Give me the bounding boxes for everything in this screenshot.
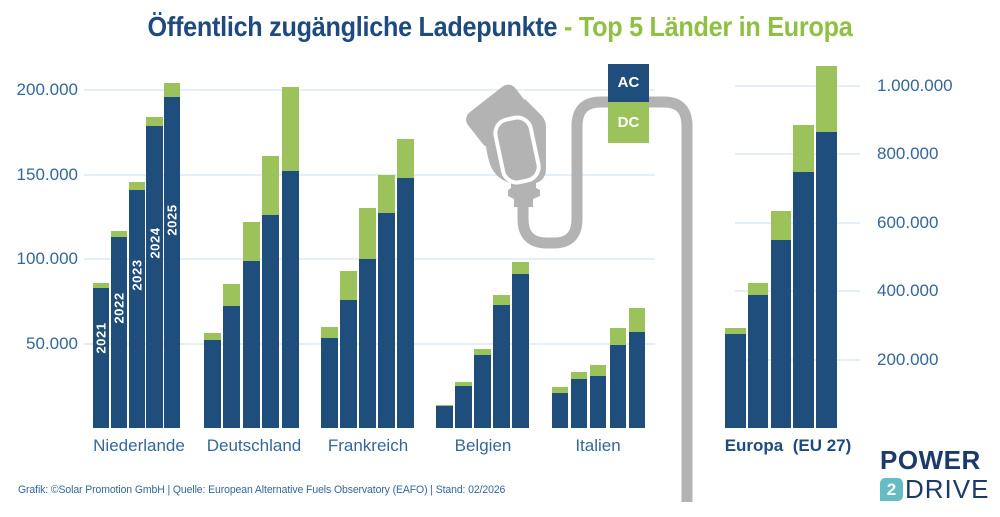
bar-year-label: 2025 (164, 204, 180, 236)
x-axis-group-label: Niederlande (93, 436, 185, 455)
bar-segment-dc (223, 284, 241, 307)
legend-dc-label: DC (608, 102, 649, 143)
bar-segment-dc (770, 210, 792, 240)
bar-segment-ac (436, 406, 453, 428)
bar-segment-dc (512, 262, 529, 275)
bar-segment-ac (262, 215, 280, 428)
bar-segment-ac (571, 379, 588, 428)
bar-segment-ac (110, 237, 127, 428)
bar-segment-ac (793, 171, 814, 428)
bar-segment-dc (747, 283, 769, 295)
y-axis-tick-left: 50.000 (26, 333, 78, 353)
bar-segment-dc (628, 308, 645, 332)
bar-segment-ac (93, 287, 110, 428)
title-main: Öffentlich zugängliche Ladepunkte (147, 11, 558, 42)
x-axis-group-label: Italien (575, 436, 621, 455)
bar-segment-ac (146, 125, 163, 428)
charging-plug-icon (466, 84, 546, 207)
bar-year-label: 2023 (129, 259, 145, 291)
x-axis-group-label: Frankreich (327, 436, 409, 455)
bar-segment-dc (321, 326, 338, 339)
bar-segment-dc (397, 139, 414, 178)
bar-segment-ac (223, 306, 241, 428)
bar-segment-dc (281, 86, 299, 172)
bar-segment-ac (474, 355, 491, 428)
bar-segment-dc (204, 333, 221, 341)
footer-credit: Grafik: ©Solar Promotion GmbH | Quelle: … (18, 484, 506, 496)
legend-ac-label: AC (608, 64, 649, 102)
bar-segment-ac (397, 177, 414, 428)
x-axis-group-label: Europa (EU 27) (724, 436, 852, 455)
bar-segment-dc (110, 231, 127, 237)
bar-segment-dc (552, 387, 568, 393)
bar-segment-ac (164, 96, 181, 428)
bar-segment-ac (552, 392, 568, 428)
bar-segment-dc (609, 327, 626, 346)
bar-segment-ac (204, 340, 221, 428)
bar-segment-ac (128, 189, 145, 428)
bar-segment-ac (747, 294, 769, 428)
y-axis-tick-right: 400.000 (877, 281, 939, 301)
bar-segment-dc (493, 295, 510, 305)
bar-segment-dc (725, 327, 746, 334)
y-axis-tick-left: 150.000 (16, 164, 78, 184)
power2drive-logo: POWER 2 DRIVE (880, 447, 989, 502)
charging-cable (517, 96, 693, 502)
bar-segment-dc (793, 125, 814, 172)
bar-year-label: 2024 (147, 227, 162, 259)
y-axis-tick-left: 200.000 (16, 80, 78, 99)
logo-word-power: POWER (880, 445, 981, 475)
bar-segment-ac (340, 299, 357, 428)
bar-segment-dc (164, 83, 181, 97)
logo-word-drive: DRIVE (905, 474, 990, 504)
logo-2-badge: 2 (880, 477, 903, 501)
bar-segment-ac (321, 338, 338, 428)
bar-segment-ac (455, 385, 472, 428)
bar-segment-ac (359, 259, 376, 428)
bar-segment-ac (816, 132, 837, 428)
bar-segment-ac (770, 239, 792, 428)
bar-segment-dc (340, 270, 357, 300)
bar-segment-dc (359, 208, 376, 259)
bar-segment-dc (455, 382, 472, 386)
y-axis-tick-left: 100.000 (16, 249, 78, 268)
bar-segment-dc (816, 65, 837, 133)
x-axis-group-label: Belgien (454, 436, 512, 455)
bar-segment-ac (590, 375, 607, 428)
y-axis-tick-right: 600.000 (877, 212, 939, 232)
title-accent: - Top 5 Länder in Europa (563, 11, 853, 42)
bar-segment-dc (146, 117, 163, 126)
bar-segment-dc (128, 182, 145, 190)
gridline-left (84, 173, 655, 176)
bar-segment-dc (93, 282, 110, 288)
bar-segment-dc (262, 155, 280, 216)
bar-segment-ac (725, 333, 746, 428)
page-title: Öffentlich zugängliche Ladepunkte - Top … (50, 8, 950, 46)
x-axis-group-label: Deutschland (206, 436, 302, 455)
y-axis-tick-right: 1.000.000 (877, 76, 953, 95)
bar-year-label: 2021 (93, 322, 109, 354)
bar-segment-ac (281, 171, 299, 428)
y-axis-tick-right: 800.000 (877, 144, 939, 164)
bar-year-label: 2022 (111, 292, 127, 324)
bar-segment-dc (571, 371, 588, 379)
legend: AC DC (608, 64, 649, 143)
bar-segment-ac (512, 274, 529, 428)
bar-segment-dc (242, 221, 260, 261)
gridline-right (735, 85, 860, 87)
y-axis-tick-right: 200.000 (877, 349, 939, 369)
bar-segment-ac (242, 260, 260, 428)
bar-segment-ac (378, 213, 395, 428)
bar-segment-dc (474, 349, 491, 356)
bar-segment-ac (493, 304, 510, 428)
bar-segment-ac (628, 331, 645, 428)
bar-segment-ac (609, 345, 626, 428)
bar-segment-dc (590, 364, 607, 376)
bar-segment-dc (378, 174, 395, 214)
logo-second-line: 2 DRIVE (880, 476, 989, 502)
gridline-left (84, 89, 655, 91)
bar-segment-dc (436, 405, 453, 406)
